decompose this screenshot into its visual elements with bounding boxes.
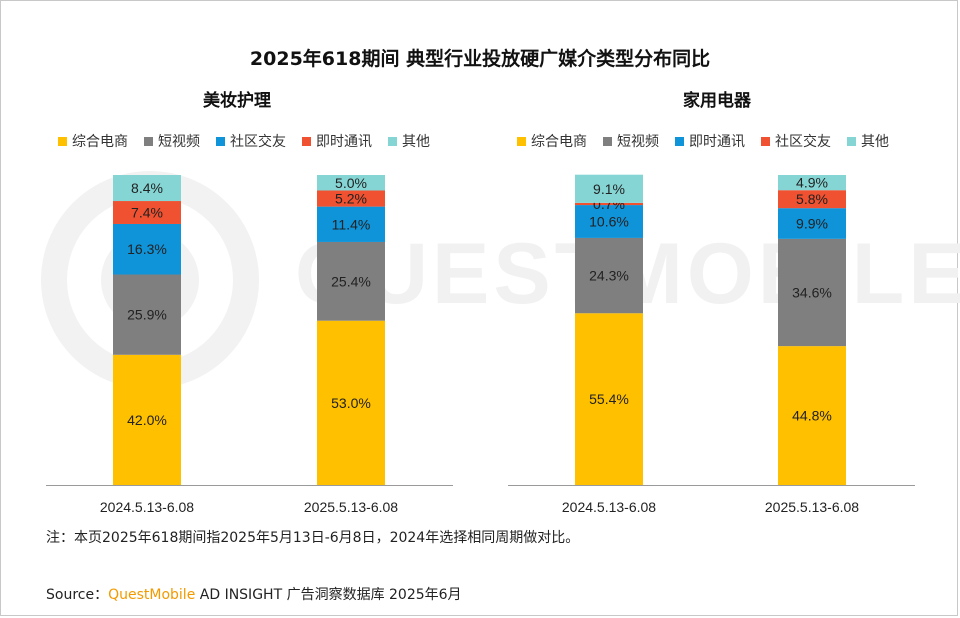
- bar-segment: [778, 346, 846, 485]
- data-label: 34.6%: [792, 284, 832, 300]
- data-label: 5.8%: [796, 191, 828, 207]
- legend-swatch: [847, 136, 856, 146]
- data-label: 5.2%: [335, 191, 367, 207]
- data-label: 10.6%: [589, 214, 629, 230]
- x-tick-label: 2025.5.13-6.08: [304, 499, 398, 515]
- bar-segment: [317, 206, 385, 242]
- bar-segment: [113, 175, 181, 202]
- legend-swatch: [761, 136, 770, 146]
- bar-segment: [317, 190, 385, 207]
- data-label: 8.4%: [131, 180, 163, 196]
- legend-swatch: [388, 136, 397, 146]
- legend-swatch: [58, 136, 67, 146]
- x-tick-label: 2024.5.13-6.08: [562, 499, 656, 515]
- x-tick-label: 2025.5.13-6.08: [765, 499, 859, 515]
- legend-appliances: 综合电商 短视频 即时通讯 社区交友 其他: [517, 131, 889, 151]
- legend-item: 其他: [388, 131, 430, 151]
- legend-label: 即时通讯: [689, 134, 745, 150]
- data-label: 25.4%: [331, 273, 371, 289]
- bar-segment: [113, 274, 181, 355]
- data-label: 16.3%: [127, 241, 167, 257]
- data-label: 55.4%: [589, 391, 629, 407]
- data-label: 42.0%: [127, 412, 167, 428]
- legend-swatch: [302, 136, 311, 146]
- bar-segment: [778, 208, 846, 239]
- data-label: 5.0%: [335, 175, 367, 191]
- legend-beauty: 综合电商 短视频 社区交友 即时通讯 其他: [58, 131, 430, 151]
- source-brand: QuestMobile: [108, 587, 196, 603]
- data-label: 9.1%: [593, 181, 625, 197]
- legend-label: 短视频: [617, 134, 659, 150]
- bar-segment: [575, 202, 643, 206]
- legend-label: 即时通讯: [316, 134, 372, 150]
- source-rest: AD INSIGHT 广告洞察数据库 2025年6月: [195, 587, 462, 603]
- legend-item: 社区交友: [216, 131, 286, 151]
- legend-item: 社区交友: [761, 131, 831, 151]
- legend-label: 综合电商: [531, 134, 587, 150]
- bar-segment: [317, 320, 385, 485]
- data-label: 4.9%: [796, 175, 828, 191]
- subtitle-appliances: 家用电器: [683, 91, 751, 111]
- data-label: 44.8%: [792, 408, 832, 424]
- legend-swatch: [144, 136, 153, 146]
- bar-segment: [113, 201, 181, 224]
- legend-item: 综合电商: [58, 131, 128, 151]
- chart-title: 2025年618期间 典型行业投放硬广媒介类型分布同比: [249, 48, 711, 70]
- bar-segment: [317, 175, 385, 191]
- footnote: 注：本页2025年618期间指2025年5月13日-6月8日，2024年选择相同…: [46, 530, 580, 546]
- source-line: Source：QuestMobile AD INSIGHT 广告洞察数据库 20…: [46, 584, 462, 604]
- data-label: 24.3%: [589, 268, 629, 284]
- legend-swatch: [675, 136, 684, 146]
- bar-segment: [778, 190, 846, 209]
- subtitle-beauty: 美妆护理: [203, 91, 271, 111]
- bar-segment: [113, 354, 181, 485]
- data-label: 25.9%: [127, 307, 167, 323]
- bar-segment: [575, 237, 643, 314]
- legend-label: 综合电商: [72, 134, 128, 150]
- legend-label: 其他: [861, 134, 889, 150]
- legend-item: 即时通讯: [675, 131, 745, 151]
- bar-segment: [778, 238, 846, 347]
- legend-swatch: [517, 136, 526, 146]
- legend-item: 短视频: [144, 131, 200, 151]
- data-label: 53.0%: [331, 395, 371, 411]
- bar-segment: [575, 205, 643, 238]
- bar-segment: [575, 313, 643, 485]
- legend-item: 即时通讯: [302, 131, 372, 151]
- legend-item: 综合电商: [517, 131, 587, 151]
- source-prefix: Source：: [46, 587, 109, 603]
- legend-item: 其他: [847, 131, 889, 151]
- legend-item: 短视频: [603, 131, 659, 151]
- legend-label: 社区交友: [230, 134, 286, 150]
- legend-label: 社区交友: [775, 134, 831, 150]
- data-label: 7.4%: [131, 205, 163, 221]
- bar-segment: [778, 175, 846, 191]
- legend-label: 短视频: [158, 134, 200, 150]
- bar-segment: [575, 174, 643, 203]
- bar-segment: [113, 223, 181, 275]
- x-tick-label: 2024.5.13-6.08: [100, 499, 194, 515]
- legend-label: 其他: [402, 134, 430, 150]
- legend-swatch: [216, 136, 225, 146]
- data-label: 11.4%: [332, 216, 371, 232]
- legend-swatch: [603, 136, 612, 146]
- bar-segment: [317, 241, 385, 321]
- data-label: 9.9%: [796, 216, 828, 232]
